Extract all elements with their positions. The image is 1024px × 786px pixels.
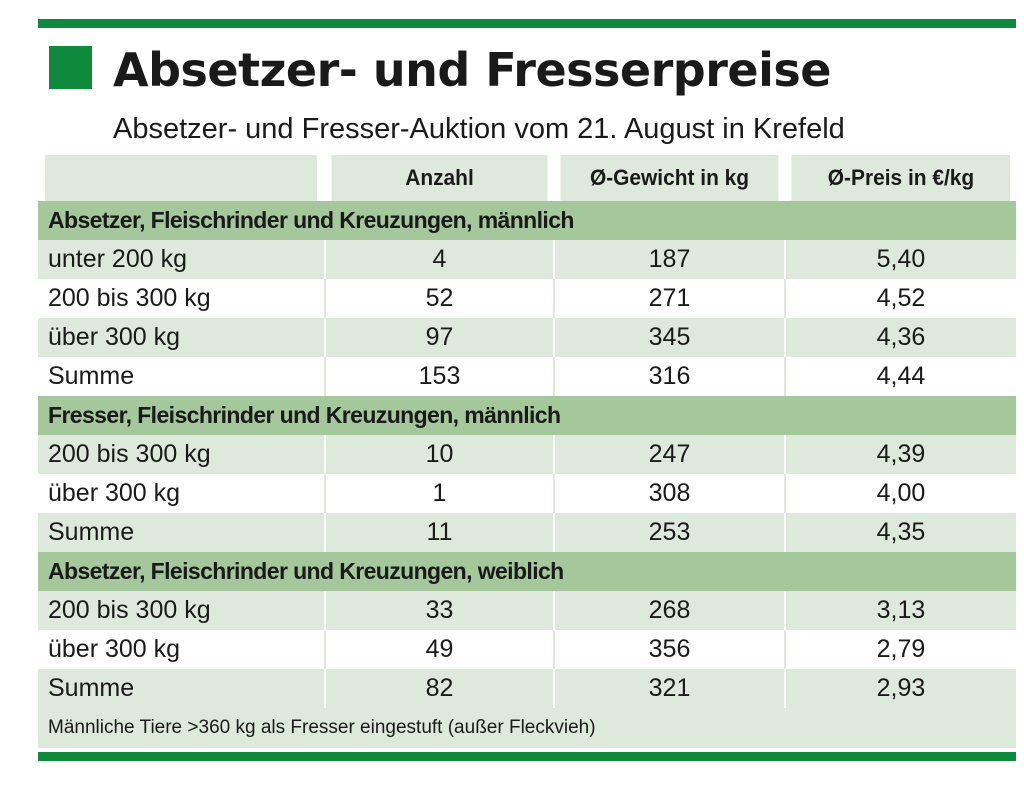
table-row: über 300 kg 97 345 4,36 xyxy=(38,318,1016,357)
row-label: über 300 kg xyxy=(38,474,325,513)
table-row: 200 bis 300 kg 10 247 4,39 xyxy=(38,435,1016,474)
section-title: Absetzer, Fleischrinder und Kreuzungen, … xyxy=(38,552,1016,591)
row-count: 33 xyxy=(324,591,554,630)
table-row: 200 bis 300 kg 33 268 3,13 xyxy=(38,591,1016,630)
row-weight: 356 xyxy=(553,630,785,669)
row-label: über 300 kg xyxy=(38,318,325,357)
row-count: 153 xyxy=(324,357,554,396)
table-body: Absetzer, Fleischrinder und Kreuzungen, … xyxy=(38,201,1016,748)
row-price: 4,39 xyxy=(784,435,1016,474)
table-row: Summe 11 253 4,35 xyxy=(38,513,1016,552)
row-count: 52 xyxy=(324,279,554,318)
row-price: 4,35 xyxy=(784,513,1016,552)
footnote-row: Männliche Tiere >360 kg als Fresser eing… xyxy=(38,708,1016,748)
row-label: 200 bis 300 kg xyxy=(38,279,325,318)
row-count: 1 xyxy=(324,474,554,513)
row-weight: 253 xyxy=(553,513,785,552)
row-price: 3,13 xyxy=(784,591,1016,630)
row-weight: 247 xyxy=(553,435,785,474)
row-price: 2,79 xyxy=(784,630,1016,669)
section-header-row: Absetzer, Fleischrinder und Kreuzungen, … xyxy=(38,552,1016,591)
top-rule xyxy=(38,19,1016,28)
column-header-weight: Ø-Gewicht in kg xyxy=(558,155,780,201)
row-weight: 271 xyxy=(553,279,785,318)
row-price: 4,00 xyxy=(784,474,1016,513)
row-price: 2,93 xyxy=(784,669,1016,708)
row-label: Summe xyxy=(38,513,325,552)
section-header-row: Absetzer, Fleischrinder und Kreuzungen, … xyxy=(38,201,1016,240)
row-count: 82 xyxy=(324,669,554,708)
title-square-marker xyxy=(49,46,92,89)
footnote: Männliche Tiere >360 kg als Fresser eing… xyxy=(38,708,1016,748)
page-title: Absetzer- und Fresserpreise xyxy=(113,43,831,97)
row-weight: 316 xyxy=(553,357,785,396)
row-weight: 308 xyxy=(553,474,785,513)
row-weight: 268 xyxy=(553,591,785,630)
row-weight: 187 xyxy=(553,240,785,279)
table-row: über 300 kg 1 308 4,00 xyxy=(38,474,1016,513)
row-price: 4,52 xyxy=(784,279,1016,318)
row-label: 200 bis 300 kg xyxy=(38,591,325,630)
row-label: 200 bis 300 kg xyxy=(38,435,325,474)
column-header-price: Ø-Preis in €/kg xyxy=(789,155,1011,201)
page-subtitle: Absetzer- und Fresser-Auktion vom 21. Au… xyxy=(113,113,845,145)
table-header-row: Anzahl Ø-Gewicht in kg Ø-Preis in €/kg xyxy=(38,155,1016,201)
row-count: 4 xyxy=(324,240,554,279)
row-weight: 345 xyxy=(553,318,785,357)
table-row: über 300 kg 49 356 2,79 xyxy=(38,630,1016,669)
row-label: Summe xyxy=(38,357,325,396)
row-label: unter 200 kg xyxy=(38,240,325,279)
row-price: 4,36 xyxy=(784,318,1016,357)
table-row: Summe 82 321 2,93 xyxy=(38,669,1016,708)
row-weight: 321 xyxy=(553,669,785,708)
section-title: Absetzer, Fleischrinder und Kreuzungen, … xyxy=(38,201,1016,240)
row-price: 5,40 xyxy=(784,240,1016,279)
row-label: über 300 kg xyxy=(38,630,325,669)
row-count: 97 xyxy=(324,318,554,357)
column-header-label xyxy=(45,155,318,201)
table-row: unter 200 kg 4 187 5,40 xyxy=(38,240,1016,279)
price-table: Anzahl Ø-Gewicht in kg Ø-Preis in €/kg A… xyxy=(38,155,1016,748)
section-header-row: Fresser, Fleischrinder und Kreuzungen, m… xyxy=(38,396,1016,435)
row-label: Summe xyxy=(38,669,325,708)
bottom-rule xyxy=(38,752,1016,761)
row-count: 10 xyxy=(324,435,554,474)
table-row: 200 bis 300 kg 52 271 4,52 xyxy=(38,279,1016,318)
row-count: 11 xyxy=(324,513,554,552)
column-header-count: Anzahl xyxy=(329,155,549,201)
table-row: Summe 153 316 4,44 xyxy=(38,357,1016,396)
section-title: Fresser, Fleischrinder und Kreuzungen, m… xyxy=(38,396,1016,435)
row-price: 4,44 xyxy=(784,357,1016,396)
row-count: 49 xyxy=(324,630,554,669)
